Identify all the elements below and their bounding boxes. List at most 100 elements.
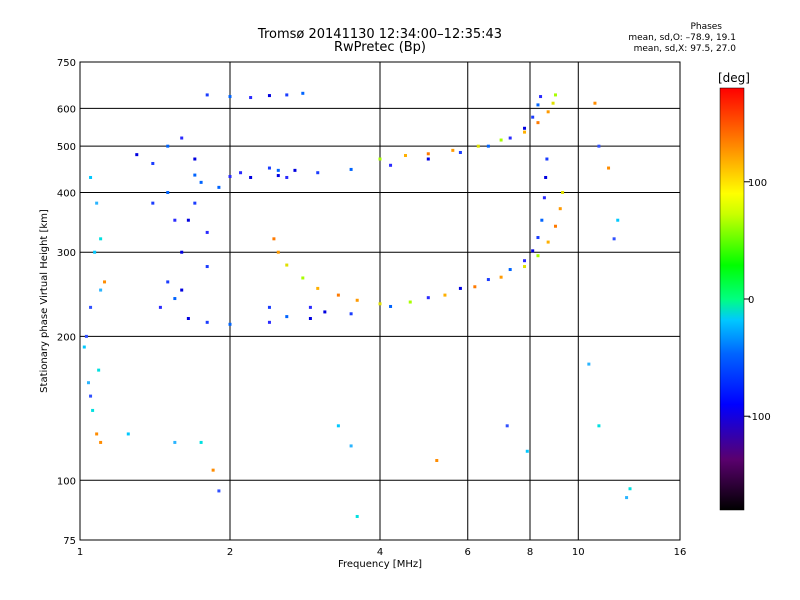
data-points (82, 91, 632, 518)
data-point (285, 263, 289, 267)
data-point (476, 144, 480, 148)
y-tick-label: 750 (57, 58, 76, 69)
data-point (193, 201, 197, 205)
data-point (508, 136, 512, 140)
data-point (103, 280, 107, 284)
data-point (84, 334, 88, 338)
data-point (93, 250, 97, 254)
data-point (355, 514, 359, 518)
data-point (89, 394, 93, 398)
data-point (186, 316, 190, 320)
data-point (349, 444, 353, 448)
data-point (211, 468, 215, 472)
data-point (205, 320, 209, 324)
y-tick-label: 200 (57, 332, 76, 343)
data-point (95, 201, 99, 205)
data-point (355, 298, 359, 302)
data-point (323, 310, 327, 314)
data-point (193, 173, 197, 177)
data-point (458, 150, 462, 154)
data-point (403, 154, 407, 158)
data-point (193, 157, 197, 161)
data-point (180, 136, 184, 140)
data-point (249, 175, 253, 179)
x-tick-label: 8 (527, 547, 533, 558)
data-point (228, 322, 232, 326)
data-point (166, 280, 170, 284)
colorbar-tick-label: 100 (748, 178, 767, 189)
data-point (607, 166, 611, 170)
data-point (545, 157, 549, 161)
data-point (285, 315, 289, 319)
data-point (151, 201, 155, 205)
data-point (443, 293, 447, 297)
data-point (540, 218, 544, 222)
data-point (267, 320, 271, 324)
y-tick-label: 600 (57, 104, 76, 115)
data-point (546, 240, 550, 244)
data-point (336, 293, 340, 297)
data-point (349, 167, 353, 171)
data-point (523, 259, 527, 263)
data-point (228, 95, 232, 99)
data-point (249, 96, 253, 100)
data-point (285, 93, 289, 97)
x-ticks: 1 2 4 6 8 10 16 (77, 547, 687, 558)
data-point (316, 286, 320, 290)
data-point (561, 190, 565, 194)
grid (80, 62, 680, 540)
x-tick-label: 1 (77, 547, 83, 558)
data-point (308, 316, 312, 320)
data-point (316, 171, 320, 175)
data-point (180, 288, 184, 292)
colorbar-label: [deg] (718, 71, 750, 85)
data-point (628, 487, 632, 491)
data-point (597, 144, 601, 148)
phase-stats: Phases mean, sd,O: –78.9, 19.1 mean, sd,… (628, 22, 736, 55)
data-point (435, 458, 439, 462)
data-point (126, 432, 130, 436)
data-point (205, 230, 209, 234)
data-point (486, 278, 490, 282)
data-point (597, 424, 601, 428)
data-point (616, 218, 620, 222)
y-tick-label: 300 (57, 248, 76, 259)
x-tick-label: 2 (227, 547, 233, 558)
data-point (267, 94, 271, 98)
data-point (523, 126, 527, 130)
colorbar (719, 87, 745, 511)
data-point (451, 148, 455, 152)
data-point (544, 175, 548, 179)
data-point (546, 110, 550, 114)
plot-frame (79, 61, 681, 541)
data-point (180, 250, 184, 254)
x-tick-label: 4 (377, 547, 383, 558)
data-point (593, 101, 597, 105)
phase-stats-o: mean, sd,O: –78.9, 19.1 (628, 33, 736, 43)
data-point (426, 152, 430, 156)
x-tick-label: 10 (572, 547, 585, 558)
y-axis-label: Stationary phase Virtual Height [km] (39, 209, 50, 393)
data-point (228, 175, 232, 179)
colorbar-tick-label: -100 (748, 412, 771, 423)
y-ticks: 75 100 200 300 400 500 600 750 (57, 58, 76, 547)
data-point (95, 432, 99, 436)
data-point (558, 207, 562, 211)
data-point (499, 275, 503, 279)
data-point (91, 408, 95, 412)
data-point (267, 305, 271, 309)
y-tick-label: 75 (63, 536, 76, 547)
data-point (158, 305, 162, 309)
chart-title: Tromsø 20141130 12:34:00–12:35:43 (257, 27, 503, 42)
data-point (553, 224, 557, 228)
data-point (276, 250, 280, 254)
data-point (239, 171, 243, 175)
data-point (426, 296, 430, 300)
data-point (308, 305, 312, 309)
data-point (86, 381, 90, 385)
y-tick-label: 400 (57, 188, 76, 199)
data-point (276, 174, 280, 178)
data-point (217, 489, 221, 493)
data-point (173, 297, 177, 301)
data-point (285, 175, 289, 179)
